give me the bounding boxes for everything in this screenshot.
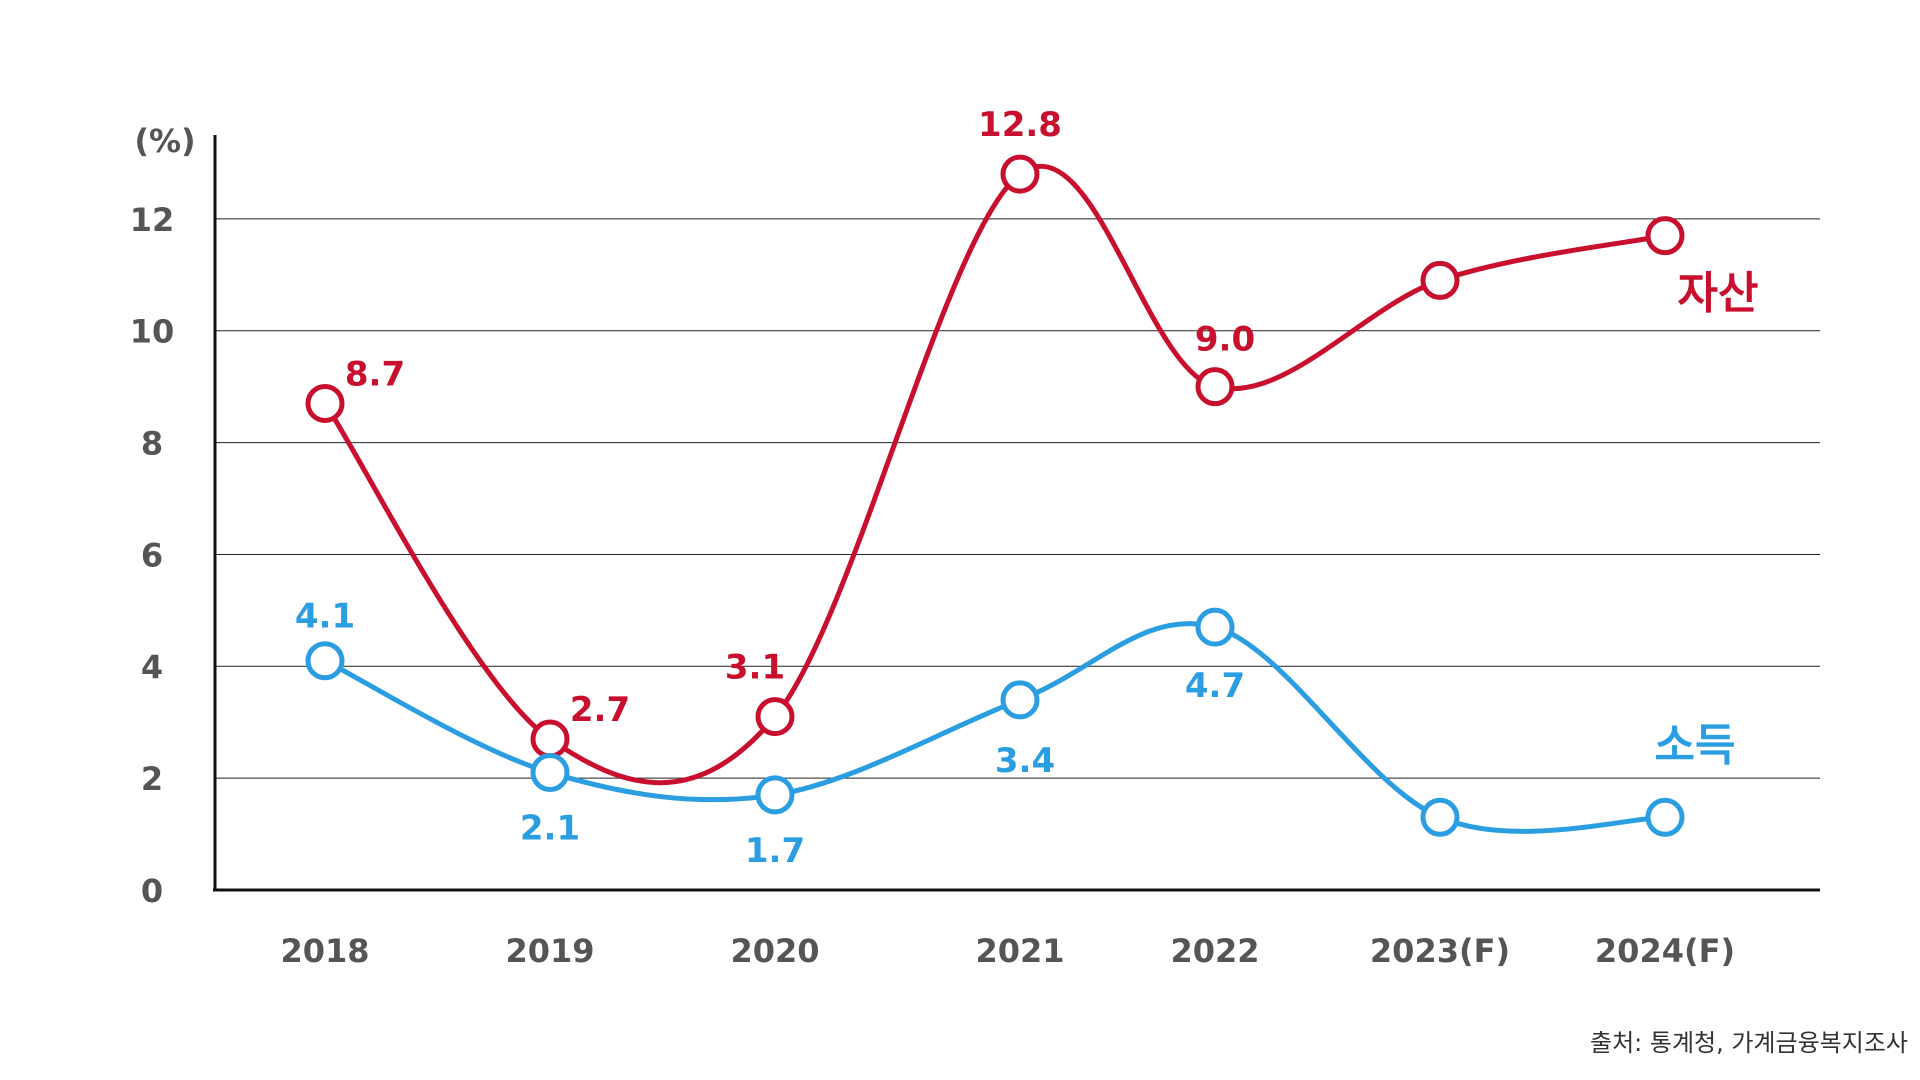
data-point [755,775,795,815]
x-tick-labels: 2018 2019 2020 2021 2022 2023(F) 2024(F) [280,932,1735,970]
x-tick-label: 2024(F) [1595,932,1735,970]
data-label: 3.4 [995,741,1055,781]
data-point [1000,680,1040,720]
series-line [322,163,1668,786]
data-label: 3.1 [725,648,785,688]
series-line [322,621,1668,834]
data-label: 2.1 [520,809,580,849]
data-point [305,641,345,681]
y-tick-label: 6 [141,536,163,574]
data-point [530,719,570,759]
series-group: 8.7 2.7 3.1 12.8 9.0 자산 4.1 2.1 1.7 3.4 4.7 소득 [295,105,1759,871]
series-asset: 8.7 2.7 3.1 12.8 9.0 자산 [305,105,1759,786]
data-point [755,697,795,737]
series-income: 4.1 2.1 1.7 3.4 4.7 소득 [295,597,1736,871]
data-point [1645,216,1685,256]
y-tick-label: 8 [141,425,163,463]
data-label: 4.7 [1185,666,1245,706]
x-tick-label: 2019 [505,932,594,970]
y-tick-label: 10 [130,313,175,351]
y-tick-label: 2 [141,760,163,798]
data-point [1420,797,1460,837]
x-tick-label: 2022 [1170,932,1259,970]
data-point [1195,367,1235,407]
y-axis-unit: (%) [134,122,195,160]
y-tick-labels: 0 2 4 6 8 10 12 [130,201,175,910]
data-label: 12.8 [978,105,1062,145]
x-tick-label: 2021 [975,932,1064,970]
y-tick-label: 4 [141,648,163,686]
axes [213,135,1820,892]
x-tick-label: 2023(F) [1370,932,1510,970]
x-tick-label: 2018 [280,932,369,970]
data-point [530,753,570,793]
data-point [1420,260,1460,300]
data-label: 8.7 [345,354,405,394]
series-name-label: 자산 [1678,268,1759,319]
y-tick-label: 0 [141,872,163,910]
data-point [1645,797,1685,837]
series-name-label: 소득 [1655,720,1736,771]
data-point [1195,607,1235,647]
data-label: 1.7 [745,831,805,871]
x-tick-label: 2020 [730,932,819,970]
data-label: 4.1 [295,597,355,637]
source-note: 출처: 통계청, 가계금융복지조사 [1589,1029,1908,1057]
data-point [1000,154,1040,194]
y-tick-label: 12 [130,201,175,239]
data-point [305,383,345,423]
data-label: 9.0 [1195,320,1255,360]
data-label: 2.7 [570,690,630,730]
